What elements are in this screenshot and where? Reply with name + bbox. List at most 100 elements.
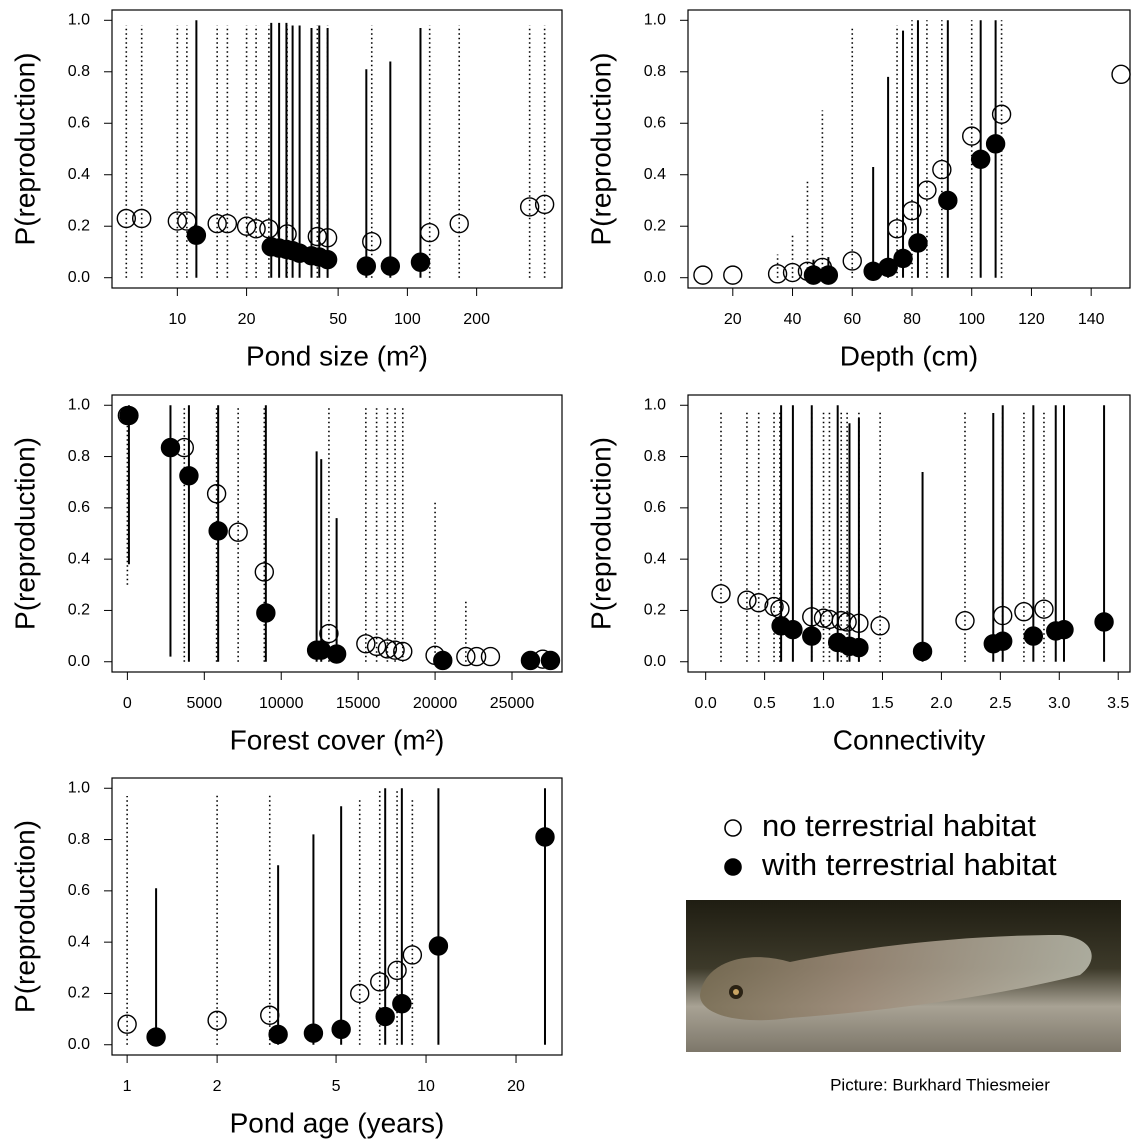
x-tick-label: 10 (417, 1078, 435, 1095)
open-point (449, 213, 469, 234)
filled-point (970, 149, 991, 169)
x-tick-label: 0.5 (753, 695, 775, 712)
open-point (993, 605, 1013, 626)
x-tick-label: 10 (168, 311, 186, 328)
x-tick-label: 80 (903, 311, 921, 328)
filled-point (119, 405, 139, 426)
x-tick-label: 15000 (336, 695, 381, 712)
filled-point (893, 248, 913, 269)
open-point (319, 623, 339, 644)
filled-point (1023, 626, 1044, 646)
filled-point (802, 626, 822, 646)
open-point (350, 983, 370, 1004)
open-point (723, 265, 743, 285)
filled-point (938, 190, 958, 211)
open-point (749, 593, 769, 613)
open-point (228, 522, 248, 542)
y-tick-label: 0.0 (68, 653, 90, 670)
filled-point (540, 650, 561, 671)
open-point (456, 646, 476, 667)
filled-point (433, 650, 453, 671)
filled-point (535, 827, 555, 847)
open-point (534, 194, 555, 215)
y-tick-label: 0.2 (68, 602, 90, 619)
y-tick-label: 0.4 (644, 166, 666, 183)
filled-point (912, 641, 933, 662)
y-tick-label: 1.0 (68, 779, 90, 796)
y-tick-label: 0.8 (644, 448, 666, 465)
open-point (693, 265, 713, 285)
open-point (955, 611, 975, 631)
filled-point (392, 994, 412, 1014)
filled-point (908, 233, 928, 253)
open-point (902, 201, 922, 221)
x-tick-label: 3.0 (1048, 695, 1070, 712)
open-point (236, 216, 257, 236)
open-point (419, 222, 440, 243)
open-point (356, 634, 376, 654)
open-point (207, 213, 227, 234)
open-point (117, 1014, 137, 1034)
x-tick-label: 200 (463, 311, 490, 328)
filled-point (1054, 619, 1074, 640)
open-point (260, 1005, 280, 1025)
x-tick-label: 1.5 (871, 695, 893, 712)
open-point (177, 211, 197, 231)
open-point (837, 612, 857, 632)
filled-point (520, 650, 541, 671)
photo (686, 900, 1121, 1052)
open-point (385, 640, 405, 660)
open-point (1111, 64, 1131, 85)
open-point (849, 613, 869, 633)
y-tick-label: 0.0 (644, 269, 666, 286)
filled-point (326, 644, 347, 664)
open-point (737, 590, 757, 610)
open-point (370, 972, 390, 992)
filled-point (331, 1019, 351, 1040)
y-tick-label: 0.8 (644, 63, 666, 80)
y-tick-label: 1.0 (68, 396, 90, 413)
y-tick-label: 0.4 (68, 166, 90, 183)
y-tick-label: 1.0 (644, 12, 666, 29)
y-tick-label: 0.2 (68, 985, 90, 1002)
filled-point (428, 936, 449, 956)
panel: 0.0 0.2 0.4 0.6 0.8 1.0 20 40 60 80 100 120 140 Depth… (585, 9, 1131, 371)
open-point (519, 197, 540, 217)
open-point (307, 226, 328, 247)
x-tick-label: 20000 (413, 695, 458, 712)
plot-frame (111, 394, 563, 673)
filled-point (783, 619, 803, 640)
y-axis-label: P(reproduction) (585, 437, 616, 630)
filled-point (317, 249, 338, 270)
open-point (887, 219, 907, 239)
legend-symbol (724, 858, 742, 876)
x-tick-label: 1 (123, 1078, 132, 1095)
open-point (466, 646, 487, 667)
filled-point (993, 631, 1013, 651)
x-axis-label: Pond size (m²) (246, 340, 428, 371)
filled-point (375, 1006, 395, 1027)
open-point (402, 945, 423, 965)
legend-label: with terrestrial habitat (761, 847, 1057, 882)
y-tick-label: 0.2 (644, 602, 666, 619)
y-tick-label: 0.6 (644, 114, 666, 131)
open-point (167, 211, 188, 231)
x-tick-label: 3.5 (1107, 695, 1129, 712)
x-axis-label: Forest cover (m²) (230, 724, 445, 755)
open-point (131, 208, 152, 229)
plot-frame (111, 9, 563, 289)
open-point (480, 646, 501, 667)
y-tick-label: 0.8 (68, 63, 90, 80)
filled-point (380, 256, 401, 276)
x-tick-label: 120 (1018, 311, 1045, 328)
x-tick-label: 1.0 (812, 695, 834, 712)
filled-point (186, 225, 207, 245)
x-tick-label: 20 (238, 311, 256, 328)
x-tick-label: 0.0 (695, 695, 717, 712)
x-tick-label: 140 (1078, 311, 1105, 328)
y-tick-label: 0.0 (68, 1036, 90, 1053)
open-point (246, 219, 266, 239)
y-axis-label: P(reproduction) (9, 820, 40, 1013)
x-tick-label: 40 (784, 311, 802, 328)
